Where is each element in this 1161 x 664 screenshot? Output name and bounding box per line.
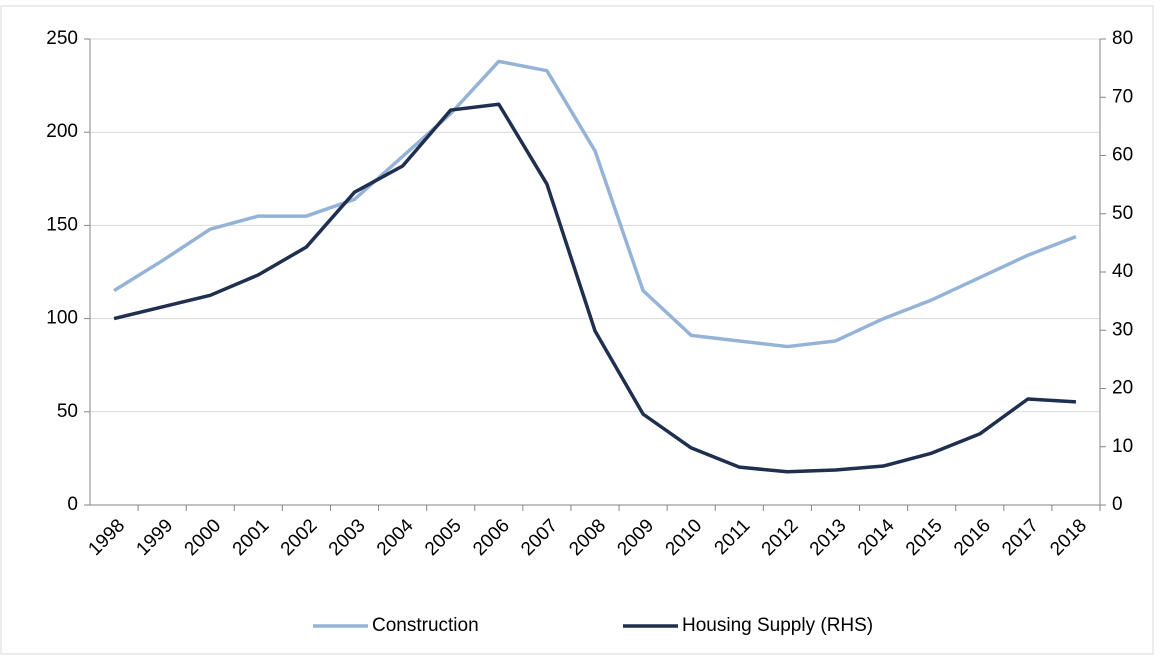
line-series (113, 59, 1077, 349)
y-tick-label: 0 (67, 494, 78, 515)
x-tick-label: 2011 (711, 515, 755, 559)
x-tick-label: 2006 (469, 515, 514, 560)
x-tick-label: 2010 (662, 515, 707, 560)
x-tick-label: 1999 (132, 515, 177, 560)
x-tick-label: 2007 (517, 515, 562, 560)
y2-tick-label: 20 (1112, 378, 1133, 399)
y2-tick-label: 50 (1112, 203, 1133, 224)
x-tick-label: 2008 (565, 515, 610, 560)
y-tick-label: 150 (46, 214, 78, 235)
y2-tick-label: 10 (1112, 436, 1133, 457)
line-series (113, 102, 1077, 474)
x-tick-label: 2013 (806, 515, 851, 560)
x-tick-label: 2017 (998, 515, 1043, 560)
y-tick-label: 250 (46, 28, 78, 49)
x-tick-label: 2018 (1046, 515, 1091, 560)
x-tick-label: 2009 (613, 515, 658, 560)
y2-tick-label: 80 (1112, 28, 1133, 49)
x-tick-label: 2005 (421, 515, 466, 560)
y2-tick-label: 70 (1112, 86, 1133, 107)
legend-label: Construction (372, 615, 479, 636)
y-tick-label: 200 (46, 121, 78, 142)
chart-frame (0, 5, 1154, 655)
y-tick-label: 50 (57, 401, 78, 422)
x-tick-label: 2004 (373, 515, 418, 560)
y2-tick-label: 40 (1112, 261, 1133, 282)
x-tick-label: 2012 (758, 515, 803, 560)
x-tick-label: 2016 (950, 515, 995, 560)
legend-label: Housing Supply (RHS) (682, 615, 873, 636)
x-tick-label: 2001 (229, 515, 274, 560)
x-tick-label: 2002 (277, 515, 322, 560)
y2-tick-label: 30 (1112, 319, 1133, 340)
y2-tick-label: 60 (1112, 145, 1133, 166)
x-tick-label: 2015 (902, 515, 947, 560)
x-tick-label: 2014 (854, 515, 899, 560)
x-tick-label: 2000 (181, 515, 226, 560)
x-tick-label: 1998 (84, 515, 129, 560)
y2-tick-label: 0 (1112, 494, 1123, 515)
y-tick-label: 100 (46, 308, 78, 329)
x-tick-label: 2003 (325, 515, 370, 560)
